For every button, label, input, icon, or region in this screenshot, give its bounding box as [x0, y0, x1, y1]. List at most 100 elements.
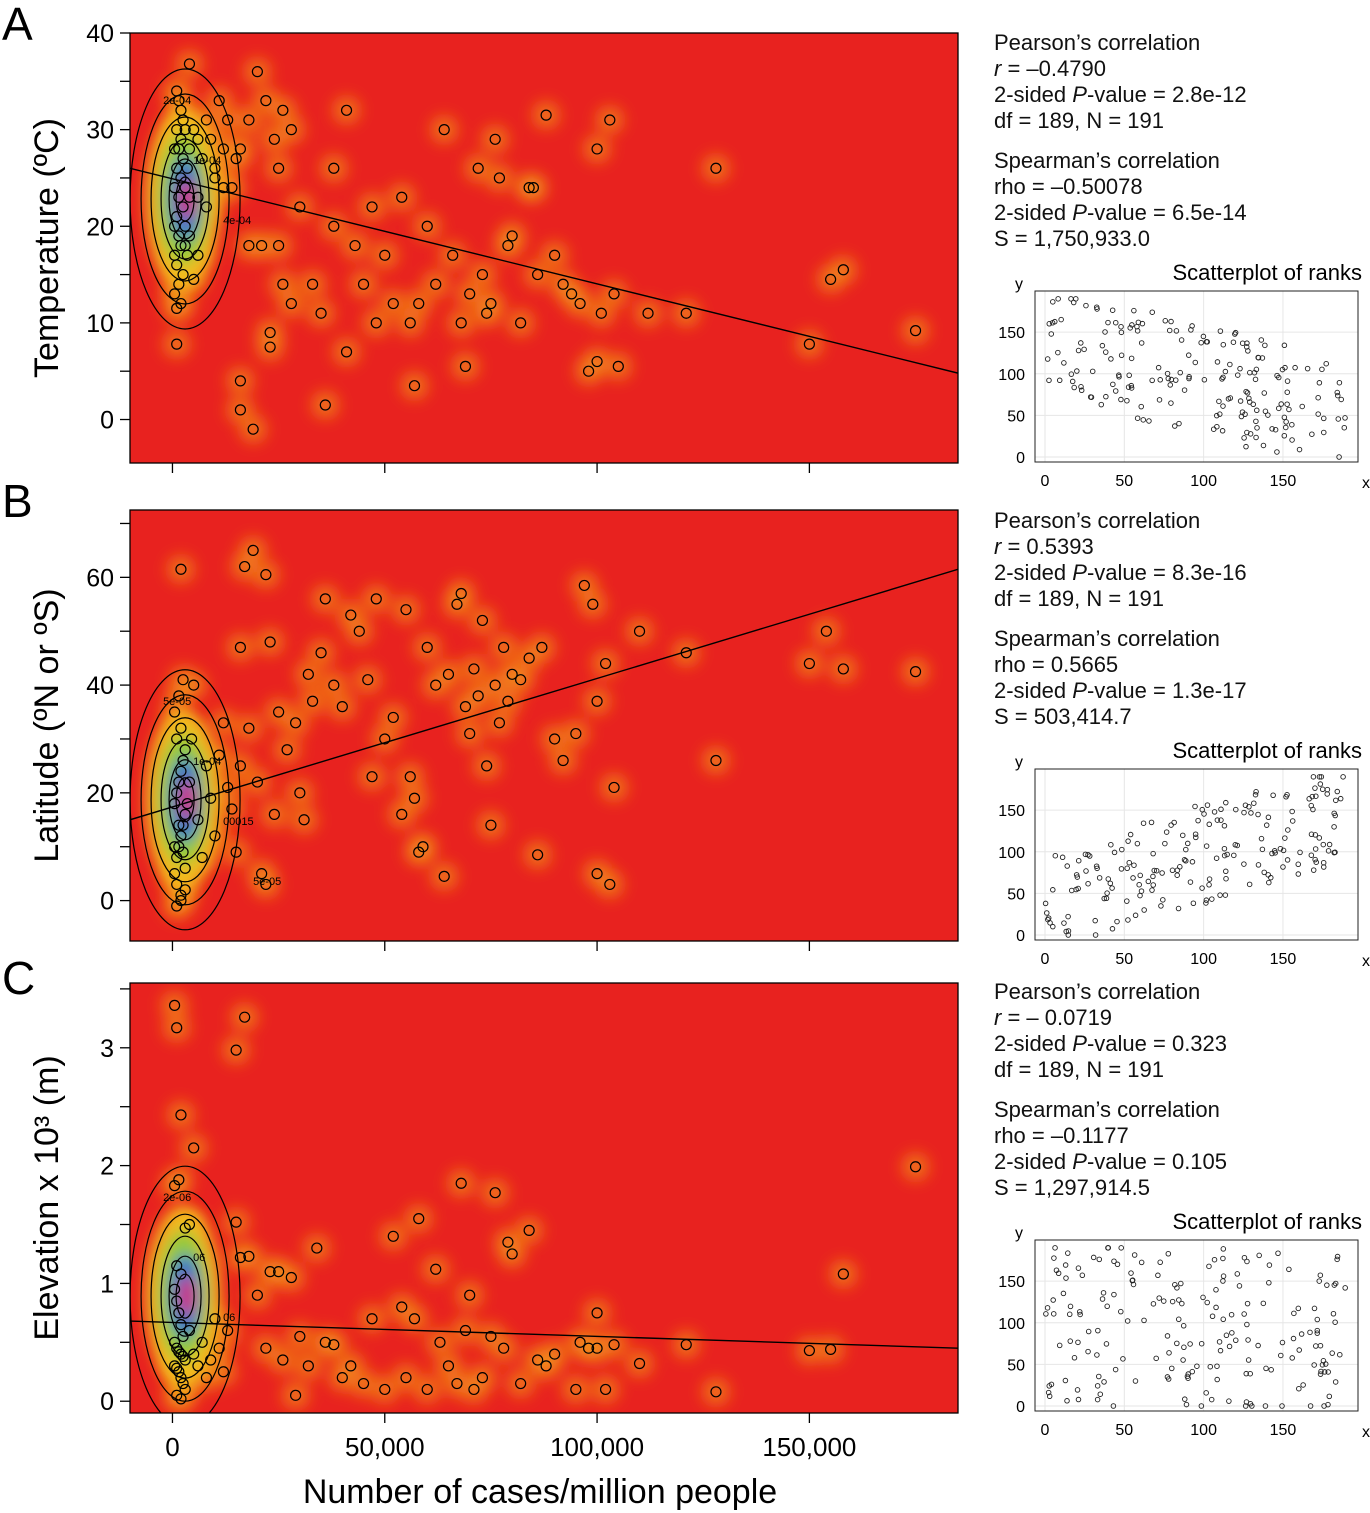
rank-point	[1316, 380, 1323, 386]
data-point	[442, 1360, 455, 1372]
rank-point	[1052, 1245, 1058, 1251]
data-point	[485, 1330, 497, 1343]
data-point	[234, 1251, 246, 1264]
data-point	[168, 1336, 181, 1348]
rank-point	[1074, 368, 1080, 374]
regression-line	[130, 167, 958, 374]
rank-point	[1246, 399, 1253, 405]
data-point	[171, 787, 183, 799]
rank-point	[1108, 356, 1114, 362]
rank-point	[1111, 849, 1118, 856]
data-point	[192, 133, 204, 145]
data-point	[175, 722, 187, 734]
data-point	[421, 1383, 433, 1396]
rank-point	[1169, 867, 1176, 874]
rank-point	[1137, 892, 1143, 899]
rank-point	[1254, 425, 1260, 431]
rank-point	[1295, 861, 1301, 868]
data-point	[247, 423, 259, 435]
data-points	[168, 999, 922, 1405]
rank-point	[1312, 856, 1318, 863]
rank-point	[1280, 847, 1287, 854]
rank-point	[1185, 1371, 1192, 1377]
rank-point	[1279, 1403, 1285, 1409]
data-point	[345, 1360, 357, 1372]
data-point	[527, 182, 539, 194]
rank-point	[1289, 808, 1295, 815]
rank-point	[1050, 1311, 1057, 1317]
rank-point	[1074, 874, 1081, 880]
rank-point	[1059, 854, 1066, 861]
rank-point	[1281, 414, 1288, 421]
rank-point	[1138, 888, 1145, 894]
rank-point	[1141, 907, 1147, 913]
data-point	[421, 220, 433, 232]
rank-point	[1085, 1348, 1091, 1355]
rank-point	[1192, 803, 1198, 810]
data-point	[168, 1283, 181, 1295]
data-points	[168, 58, 922, 435]
rank-point	[1316, 774, 1323, 780]
rank-point	[1296, 1385, 1302, 1392]
data-point	[251, 66, 263, 78]
data-point	[168, 288, 181, 300]
data-point	[515, 317, 527, 329]
rank-point	[1075, 1339, 1081, 1346]
data-point	[430, 278, 442, 290]
data-point	[379, 733, 391, 745]
rank-point	[1189, 859, 1196, 865]
pearson-title: Pearson’s correlation	[994, 30, 1201, 55]
data-point	[476, 614, 489, 627]
rank-point	[1211, 1256, 1218, 1263]
rank-point	[1178, 1280, 1184, 1287]
stats-panel-c: Pearson’s correlation r = – 0.0719 2-sid…	[994, 979, 1364, 1201]
rank-point	[1159, 870, 1165, 876]
rank-point	[1120, 1356, 1126, 1362]
rank-point	[1182, 1396, 1188, 1402]
rank-point	[1213, 412, 1220, 419]
rank-point	[1268, 874, 1274, 881]
rank-point	[1093, 304, 1100, 310]
rank-point	[1247, 1370, 1253, 1377]
rank-frame	[1034, 1239, 1359, 1412]
data-point	[404, 317, 416, 329]
rank-point	[1220, 1246, 1227, 1252]
data-point	[476, 268, 489, 281]
rank-point	[1110, 1403, 1117, 1409]
data-point	[168, 1360, 181, 1372]
data-point	[523, 652, 535, 664]
rank-point	[1329, 1350, 1335, 1356]
data-point	[319, 593, 331, 605]
data-point	[268, 808, 280, 820]
rank-point	[1052, 318, 1058, 325]
data-point	[455, 317, 467, 329]
data-point	[540, 1360, 552, 1372]
density-heatmap	[130, 510, 958, 941]
rank-point	[1244, 1258, 1250, 1265]
pearson-title: Pearson’s correlation	[994, 508, 1201, 533]
data-point	[234, 404, 246, 416]
data-point	[277, 278, 289, 290]
data-point	[825, 273, 837, 286]
rank-point	[1064, 1398, 1070, 1404]
rank-point	[1320, 841, 1327, 848]
rank-point	[1044, 1305, 1051, 1311]
pearson-r: r = –0.4790	[994, 56, 1106, 81]
data-point	[175, 1319, 187, 1331]
rank-point	[1118, 323, 1124, 330]
rank-point	[1258, 337, 1265, 343]
rank-point	[1064, 863, 1070, 869]
data-point	[408, 380, 421, 392]
rank-point	[1227, 395, 1234, 401]
data-point	[239, 1011, 251, 1023]
data-point	[349, 239, 361, 252]
rank-point	[1244, 429, 1250, 436]
rank-point	[1156, 397, 1163, 403]
rank-x-tick-label: 150	[1270, 473, 1297, 490]
data-point	[185, 733, 198, 745]
data-point	[294, 787, 306, 799]
data-point	[366, 771, 378, 783]
rank-point	[1203, 843, 1210, 849]
data-point	[217, 1366, 230, 1378]
data-point	[183, 1324, 196, 1337]
